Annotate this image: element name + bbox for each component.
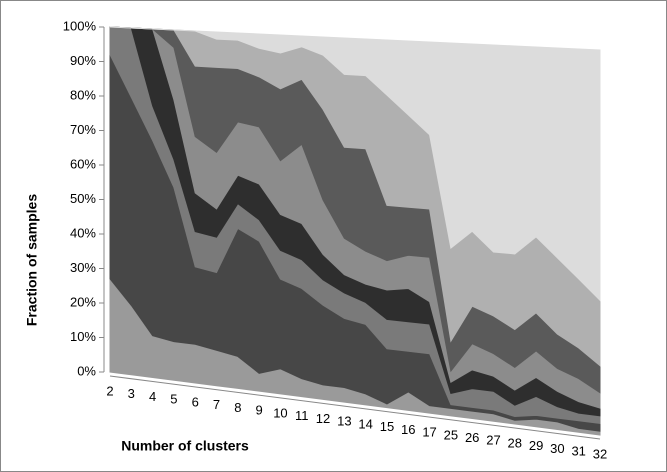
y-tick-label: 10% [70,329,96,344]
x-axis [109,375,601,440]
x-tick-label: 11 [295,408,309,423]
y-tick-label: 70% [70,122,96,137]
x-tick-label: 26 [465,430,479,445]
x-tick-label: 12 [316,411,330,426]
x-tick-label: 7 [213,397,220,412]
x-tick-label: 13 [337,414,351,429]
x-tick-label: 9 [256,403,263,418]
y-tick-label: 100% [63,18,97,33]
y-tick-label: 40% [70,225,96,240]
x-tick-label: 27 [486,433,500,448]
x-tick-label: 25 [444,427,458,442]
x-tick-label: 3 [128,386,135,401]
y-tick-label: 20% [70,294,96,309]
y-tick-label: 30% [70,260,96,275]
x-axis-title: Number of clusters [121,438,249,454]
x-tick-label: 30 [550,441,564,456]
y-axis-title: Fraction of samples [24,194,40,326]
y-tick-label: 50% [70,191,96,206]
x-tick-label: 8 [234,400,241,415]
area [109,26,601,302]
x-tick-label: 6 [192,394,199,409]
x-tick-label: 16 [401,422,415,437]
y-tick-label: 90% [70,53,96,68]
x-tick-label: 4 [149,389,156,404]
y-tick-label: 0% [77,363,96,378]
x-tick-label: 14 [358,416,372,431]
y-tick-label: 80% [70,87,96,102]
x-tick-label: 17 [422,425,436,440]
x-tick-label: 28 [508,435,522,450]
x-tick-label: 5 [170,392,177,407]
y-tick-label: 60% [70,156,96,171]
x-tick-label: 31 [571,444,585,459]
x-tick-label: 10 [273,405,287,420]
x-tick-label: 15 [380,419,394,434]
x-tick-label: 2 [106,383,113,398]
x-tick-label: 32 [593,446,607,461]
x-tick-label: 29 [529,438,543,453]
